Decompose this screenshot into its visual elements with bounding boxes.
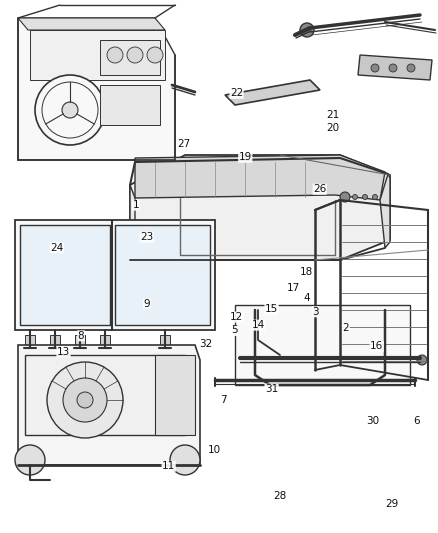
Text: 3: 3 <box>312 307 319 317</box>
Polygon shape <box>18 345 200 465</box>
Bar <box>235 305 410 385</box>
Text: 24: 24 <box>50 243 64 253</box>
Text: 27: 27 <box>177 139 191 149</box>
Circle shape <box>107 47 123 63</box>
Text: 2: 2 <box>343 323 350 333</box>
Text: 29: 29 <box>385 499 399 508</box>
Circle shape <box>371 64 379 72</box>
Text: 6: 6 <box>413 416 420 426</box>
Polygon shape <box>130 155 390 260</box>
Text: 30: 30 <box>366 416 379 426</box>
Circle shape <box>147 47 163 63</box>
Text: 1: 1 <box>132 200 139 210</box>
Text: 12: 12 <box>230 312 243 322</box>
Polygon shape <box>15 220 215 330</box>
Bar <box>25 335 35 347</box>
Circle shape <box>15 445 45 475</box>
Circle shape <box>77 392 93 408</box>
Polygon shape <box>25 355 185 435</box>
Circle shape <box>389 64 397 72</box>
Text: 14: 14 <box>252 320 265 330</box>
Text: 7: 7 <box>220 395 227 405</box>
Polygon shape <box>30 30 165 80</box>
Text: 23: 23 <box>140 232 153 242</box>
Bar <box>160 335 170 347</box>
Bar <box>100 40 160 75</box>
Circle shape <box>170 445 200 475</box>
Text: 8: 8 <box>78 331 85 341</box>
Text: 13: 13 <box>57 347 70 357</box>
Text: 15: 15 <box>265 304 278 314</box>
Circle shape <box>127 47 143 63</box>
Circle shape <box>47 362 123 438</box>
Circle shape <box>353 195 357 199</box>
Polygon shape <box>225 80 320 105</box>
Text: 4: 4 <box>303 294 310 303</box>
Text: 16: 16 <box>370 342 383 351</box>
Text: 9: 9 <box>143 299 150 309</box>
Bar <box>75 335 85 347</box>
Text: 18: 18 <box>300 267 313 277</box>
Polygon shape <box>18 18 175 160</box>
Text: 5: 5 <box>231 326 238 335</box>
Text: 31: 31 <box>265 384 278 394</box>
Text: 20: 20 <box>326 123 339 133</box>
Circle shape <box>63 378 107 422</box>
Text: 10: 10 <box>208 446 221 455</box>
Text: 17: 17 <box>287 283 300 293</box>
Circle shape <box>62 102 78 118</box>
Text: 28: 28 <box>274 491 287 500</box>
Circle shape <box>300 23 314 37</box>
Circle shape <box>340 192 350 202</box>
Polygon shape <box>380 174 390 248</box>
Polygon shape <box>20 225 110 325</box>
Text: 32: 32 <box>199 339 212 349</box>
Polygon shape <box>18 18 165 30</box>
Circle shape <box>35 75 105 145</box>
Text: 19: 19 <box>239 152 252 162</box>
Polygon shape <box>155 355 195 435</box>
Text: 21: 21 <box>326 110 339 119</box>
Polygon shape <box>135 155 385 200</box>
Text: 22: 22 <box>230 88 243 98</box>
Bar <box>50 335 60 347</box>
Polygon shape <box>358 55 432 80</box>
Text: 26: 26 <box>313 184 326 194</box>
Polygon shape <box>115 225 210 325</box>
Circle shape <box>372 195 378 199</box>
Circle shape <box>363 195 367 199</box>
Circle shape <box>417 355 427 365</box>
Polygon shape <box>130 185 135 265</box>
Circle shape <box>407 64 415 72</box>
Bar <box>100 85 160 125</box>
Bar <box>100 335 110 347</box>
Text: 11: 11 <box>162 462 175 471</box>
